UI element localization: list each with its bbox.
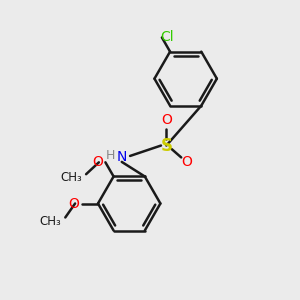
Text: CH₃: CH₃: [60, 171, 82, 184]
Text: H: H: [106, 149, 115, 162]
Text: O: O: [68, 196, 79, 211]
Text: O: O: [161, 113, 172, 127]
Text: O: O: [182, 155, 193, 170]
Text: CH₃: CH₃: [39, 215, 61, 228]
Text: Cl: Cl: [160, 31, 174, 44]
Text: S: S: [160, 136, 172, 154]
Text: O: O: [92, 155, 103, 169]
Text: N: N: [117, 150, 127, 164]
